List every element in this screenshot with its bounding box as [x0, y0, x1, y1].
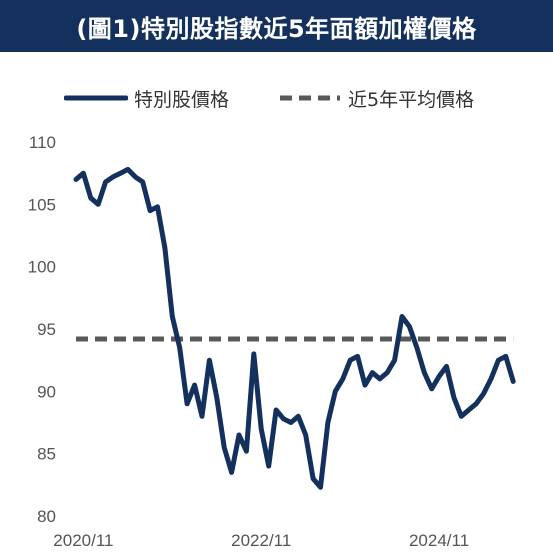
y-tick-label: 110: [29, 133, 56, 152]
y-tick-label: 85: [37, 445, 56, 464]
series-line-price: [73, 166, 516, 490]
legend-swatch-solid: [64, 95, 128, 101]
x-axis: 2020/11 2022/11 2024/11: [53, 531, 469, 550]
legend: 特別股價格 近5年平均價格: [0, 84, 553, 112]
y-axis: 80 85 90 95 100 105 110: [28, 133, 56, 526]
y-tick-label: 105: [28, 195, 56, 214]
chart-title: (圖1)特別股指數近5年面額加權價格: [0, 0, 553, 52]
chart-title-text: (圖1)特別股指數近5年面額加權價格: [76, 14, 477, 43]
y-tick-label: 80: [37, 507, 56, 526]
legend-label-average: 近5年平均價格: [348, 88, 475, 111]
y-tick-label: 100: [28, 258, 56, 277]
x-tick-label: 2024/11: [409, 531, 469, 550]
y-tick-label: 90: [37, 382, 56, 401]
legend-label-price: 特別股價格: [134, 88, 230, 111]
plot-area: [73, 166, 516, 490]
legend-item-price: 特別股價格: [64, 84, 229, 112]
x-tick-label: 2022/11: [231, 531, 291, 550]
legend-item-average: 近5年平均價格: [278, 84, 474, 112]
legend-swatch-dashed: [280, 95, 340, 101]
y-tick-label: 95: [37, 320, 56, 339]
x-tick-label: 2020/11: [53, 531, 113, 550]
